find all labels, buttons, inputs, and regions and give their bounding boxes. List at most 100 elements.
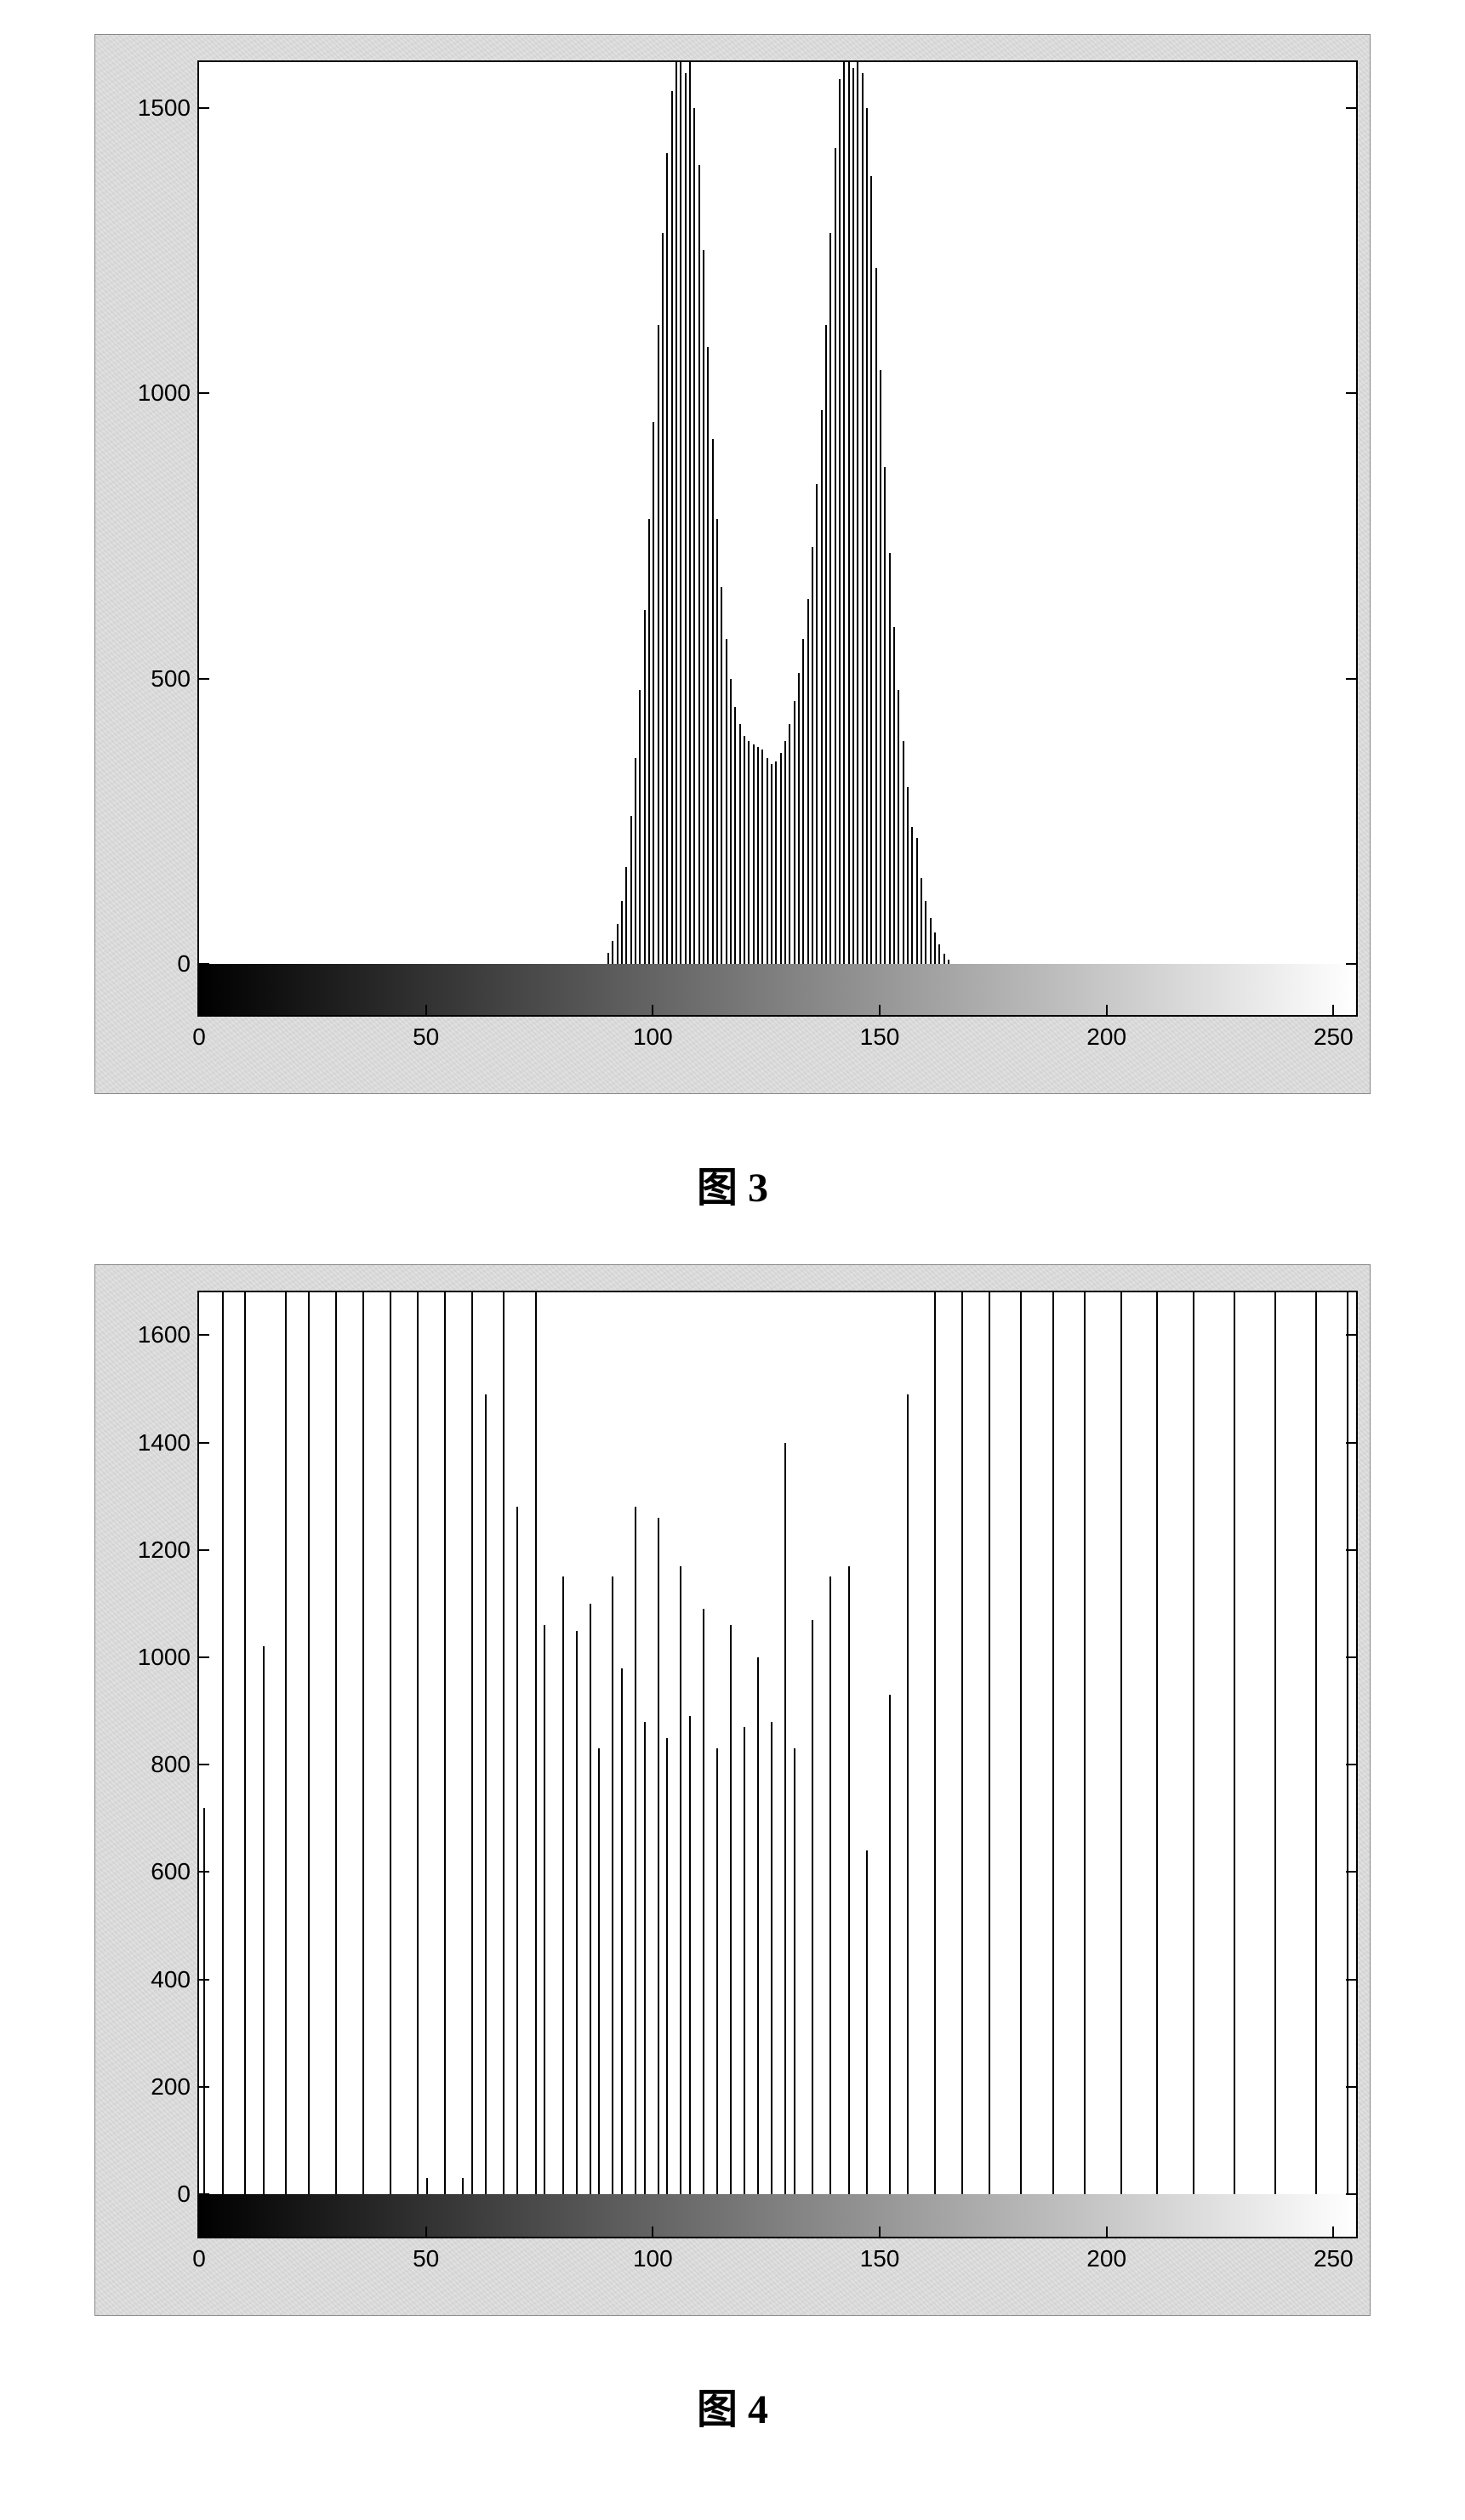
histogram-bar	[794, 701, 795, 964]
y-tick	[199, 392, 209, 394]
histogram-bar	[848, 1566, 850, 2194]
x-tick-label: 150	[860, 2245, 900, 2272]
y-tick-label: 1000	[131, 379, 191, 407]
histogram-bar	[753, 744, 755, 964]
y-tick	[1346, 392, 1356, 394]
y-tick-label: 1500	[131, 94, 191, 122]
y-tick-label: 0	[131, 950, 191, 978]
histogram-bar	[775, 761, 777, 964]
histogram-bar	[761, 750, 763, 964]
histogram-bar	[703, 250, 704, 964]
y-tick	[199, 1656, 209, 1658]
histogram-bar	[767, 758, 768, 964]
histogram-bar	[857, 62, 858, 964]
histogram-bar	[1084, 1292, 1086, 2194]
figure-4-chart-outer: 02004006008001000120014001600 0501001502…	[94, 1264, 1371, 2316]
histogram-bar	[707, 347, 709, 964]
histogram-bar	[617, 924, 618, 964]
histogram-bar	[739, 724, 741, 964]
figure-3-chart-outer: 050010001500 050100150200250	[94, 34, 1371, 1094]
histogram-bar	[662, 233, 664, 964]
x-tick	[879, 2226, 881, 2237]
histogram-bar	[666, 1738, 668, 2194]
histogram-bar	[263, 1646, 265, 2194]
y-tick	[199, 1334, 209, 1336]
histogram-bar	[911, 827, 913, 964]
histogram-bar	[771, 764, 772, 964]
histogram-bar	[693, 108, 695, 964]
histogram-bar	[889, 1695, 891, 2194]
figure-4-plot-area: 02004006008001000120014001600 0501001502…	[197, 1291, 1358, 2238]
histogram-bar	[1120, 1292, 1122, 2194]
histogram-bar	[866, 1850, 868, 2194]
histogram-bar	[675, 62, 677, 964]
histogram-bar	[726, 639, 727, 964]
figure-3-container: 050010001500 050100150200250 图 3	[94, 34, 1371, 1213]
histogram-bar	[807, 599, 809, 964]
histogram-bar	[870, 176, 872, 964]
histogram-bar	[285, 1292, 287, 2194]
x-tick-label: 100	[633, 1023, 673, 1051]
histogram-bar	[898, 690, 899, 964]
histogram-bar	[721, 587, 722, 964]
y-tick-label: 1200	[131, 1537, 191, 1564]
y-tick	[1346, 678, 1356, 680]
x-tick	[425, 2226, 427, 2237]
x-tick-label: 50	[413, 1023, 439, 1051]
histogram-bar	[390, 1292, 391, 2194]
histogram-bar	[780, 753, 782, 964]
x-tick	[425, 1005, 427, 1015]
histogram-bar	[666, 153, 668, 964]
histogram-bar	[907, 1394, 909, 2194]
histogram-bar	[335, 1292, 337, 2194]
histogram-bar	[866, 108, 868, 964]
histogram-bar	[848, 62, 850, 964]
histogram-bar	[1193, 1292, 1194, 2194]
histogram-bar	[426, 2178, 428, 2194]
histogram-bar	[916, 838, 918, 964]
histogram-bar	[938, 944, 940, 964]
y-tick	[1346, 1549, 1356, 1551]
histogram-bar	[744, 1727, 745, 2194]
histogram-bar	[680, 1566, 681, 2194]
histogram-bar	[703, 1609, 704, 2194]
y-tick-label: 500	[131, 665, 191, 693]
histogram-bar	[590, 1604, 591, 2194]
figure-4-gradient-band	[199, 2194, 1356, 2237]
histogram-bar	[889, 553, 891, 964]
histogram-bar	[444, 1292, 446, 2194]
y-tick	[199, 2086, 209, 2088]
histogram-bar	[802, 639, 804, 964]
histogram-bar	[875, 268, 877, 964]
y-tick-label: 1600	[131, 1321, 191, 1348]
histogram-bar	[934, 1292, 936, 2194]
histogram-bar	[635, 1507, 636, 2194]
histogram-bar	[825, 325, 827, 964]
histogram-bar	[893, 627, 895, 964]
x-tick	[198, 2226, 200, 2237]
histogram-bar	[1020, 1292, 1022, 2194]
x-tick	[652, 2226, 653, 2237]
histogram-bar	[222, 1292, 224, 2194]
histogram-bar	[621, 901, 623, 964]
histogram-bar	[671, 91, 673, 964]
histogram-bar	[1052, 1292, 1054, 2194]
histogram-bar	[961, 1292, 963, 2194]
histogram-bar	[648, 519, 650, 964]
histogram-bar	[789, 724, 790, 964]
x-tick-label: 200	[1086, 2245, 1126, 2272]
histogram-bar	[757, 747, 759, 964]
y-tick-label: 800	[131, 1751, 191, 1778]
histogram-bar	[812, 1620, 813, 2194]
histogram-bar	[471, 1292, 473, 2194]
histogram-bar	[685, 73, 687, 964]
histogram-bar	[689, 1716, 691, 2194]
y-tick	[199, 1871, 209, 1873]
histogram-bar	[658, 1518, 659, 2194]
histogram-bar	[829, 1576, 831, 2194]
y-tick	[1346, 1764, 1356, 1765]
histogram-bar	[907, 787, 909, 964]
histogram-bar	[812, 547, 813, 964]
x-tick-label: 200	[1086, 1023, 1126, 1051]
histogram-bar	[934, 932, 936, 964]
